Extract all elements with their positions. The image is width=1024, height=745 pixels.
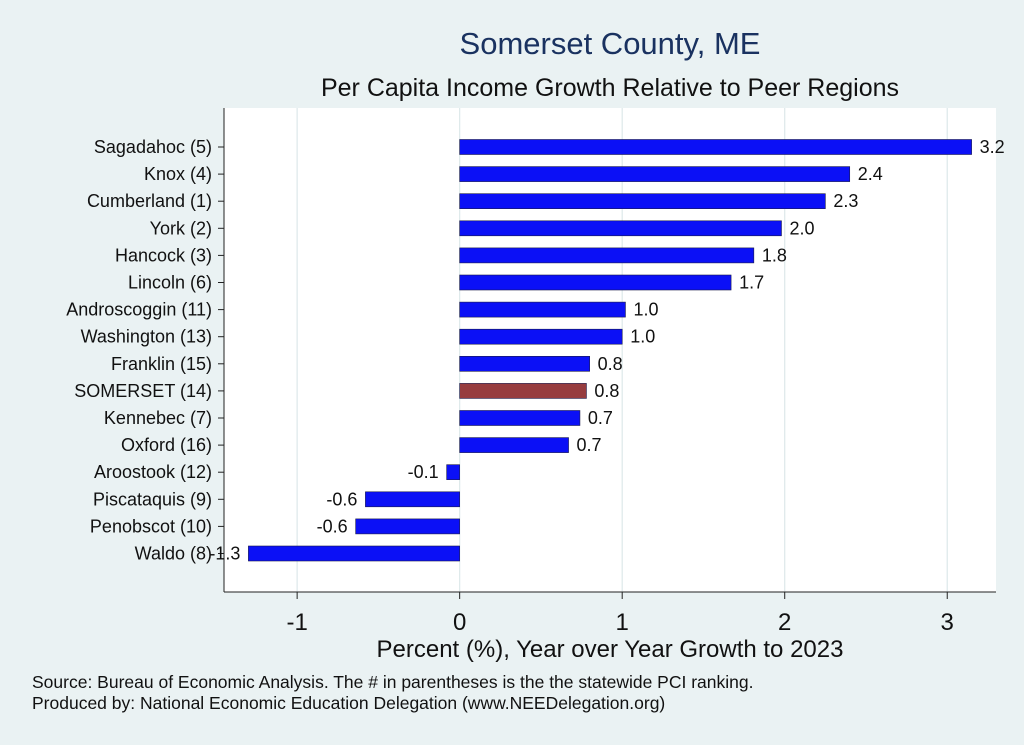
category-label: Cumberland (1): [87, 191, 212, 211]
chart-footer: Source: Bureau of Economic Analysis. The…: [32, 672, 753, 714]
x-axis-title: Percent (%), Year over Year Growth to 20…: [377, 636, 844, 663]
category-label: SOMERSET (14): [74, 381, 212, 401]
x-tick-label: 1: [616, 609, 629, 636]
data-label: 2.3: [833, 191, 858, 211]
category-label: Penobscot (10): [90, 516, 212, 536]
source-note: Source: Bureau of Economic Analysis. The…: [32, 672, 754, 692]
bar: [459, 410, 581, 426]
data-label: 1.0: [630, 327, 655, 347]
bar: [365, 491, 460, 508]
category-label: Knox (4): [144, 164, 212, 184]
data-label: 1.0: [633, 300, 658, 320]
bar: [459, 193, 826, 209]
category-label: Lincoln (6): [128, 273, 212, 293]
category-label: Sagadahoc (5): [94, 137, 212, 157]
bar: [459, 247, 755, 264]
producer-note: Produced by: National Economic Education…: [32, 693, 666, 713]
chart-title: Somerset County, ME: [459, 26, 761, 61]
plot-area: [224, 108, 996, 592]
data-label: 0.7: [577, 435, 602, 455]
data-label: 3.2: [980, 137, 1005, 157]
category-label: Aroostook (12): [94, 462, 212, 482]
bar: [446, 464, 460, 481]
data-label: -1.3: [209, 544, 240, 564]
x-tick-label: 3: [941, 609, 954, 636]
category-label: Hancock (3): [115, 245, 212, 265]
data-label: 1.7: [739, 273, 764, 293]
data-label: -0.6: [326, 489, 357, 509]
category-label: Washington (13): [81, 327, 212, 347]
x-tick-label: 2: [778, 609, 791, 636]
bar: [459, 328, 623, 345]
data-label: -0.1: [408, 462, 439, 482]
data-label: 2.0: [789, 218, 814, 238]
bar: [459, 139, 972, 155]
data-label: 0.8: [598, 354, 623, 374]
bar: [355, 518, 460, 535]
data-label: 1.8: [762, 245, 787, 265]
category-label: Piscataquis (9): [93, 489, 212, 509]
bar: [459, 166, 851, 182]
bar: [459, 220, 782, 237]
category-label: Androscoggin (11): [66, 300, 212, 320]
bar: [459, 383, 587, 399]
category-label: Franklin (15): [111, 354, 212, 374]
data-label: 2.4: [858, 164, 883, 184]
category-label: Waldo (8): [135, 544, 212, 564]
category-label: Kennebec (7): [104, 408, 212, 428]
category-label: York (2): [150, 218, 212, 238]
bar: [459, 274, 732, 291]
data-label: 0.8: [594, 381, 619, 401]
bar: [248, 545, 460, 562]
chart-subtitle: Per Capita Income Growth Relative to Pee…: [320, 74, 900, 102]
data-label: 0.7: [588, 408, 613, 428]
category-label: Oxford (16): [121, 435, 212, 455]
data-label: -0.6: [317, 516, 348, 536]
bar: [459, 437, 569, 453]
bar: [459, 301, 626, 318]
x-tick-label: 0: [453, 609, 466, 636]
bar: [459, 355, 590, 372]
x-tick-label: -1: [286, 609, 307, 636]
